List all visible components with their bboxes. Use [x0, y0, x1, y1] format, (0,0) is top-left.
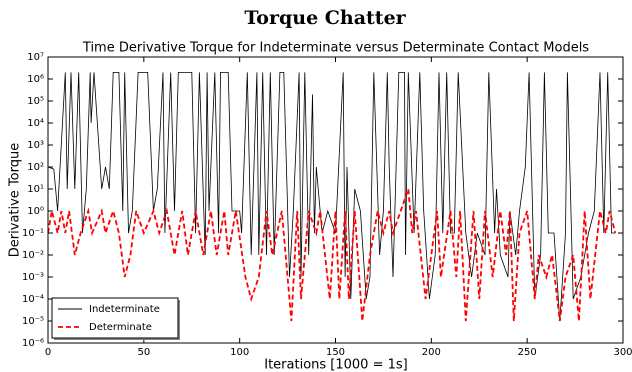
- y-tick-label: 10³: [27, 140, 44, 151]
- y-tick-label: 10⁻²: [22, 250, 44, 261]
- legend: [51, 297, 179, 339]
- x-tick-label: 250: [518, 347, 537, 358]
- y-axis-label: Derivative Torque: [8, 143, 23, 257]
- line-series: [48, 72, 616, 322]
- plot-frame: [47, 56, 624, 344]
- y-tick-label: 10⁵: [27, 96, 44, 107]
- y-tick-label: 10⁻¹: [22, 228, 44, 239]
- chart-subtitle: Time Derivative Torque for Indeterminate…: [82, 41, 589, 56]
- x-axis-label: Iterations [1000 = 1s]: [264, 358, 407, 372]
- legend-label: Indeterminate: [89, 304, 160, 315]
- x-tick-label: 300: [613, 347, 632, 358]
- x-tick-label: 150: [326, 347, 345, 358]
- chart-title: Torque Chatter: [244, 7, 406, 29]
- x-tick-label: 200: [422, 347, 441, 358]
- y-tick-label: 10⁷: [27, 52, 44, 63]
- y-tick-label: 10⁶: [27, 74, 44, 85]
- x-tick-label: 100: [230, 347, 249, 358]
- x-tick-label: 0: [45, 347, 51, 358]
- y-tick-label: 10¹: [27, 184, 44, 195]
- y-tick-label: 10⁻⁶: [22, 338, 44, 349]
- y-tick-label: 10⁻⁴: [22, 294, 44, 305]
- y-tick-label: 10⁻⁵: [22, 316, 44, 327]
- y-tick-label: 10⁰: [27, 206, 44, 217]
- line-series: [48, 188, 617, 322]
- legend-label: Determinate: [89, 322, 152, 333]
- y-tick-label: 10⁻³: [22, 272, 44, 283]
- y-tick-label: 10⁴: [27, 118, 44, 129]
- y-tick-label: 10²: [27, 162, 44, 173]
- x-tick-label: 50: [137, 347, 150, 358]
